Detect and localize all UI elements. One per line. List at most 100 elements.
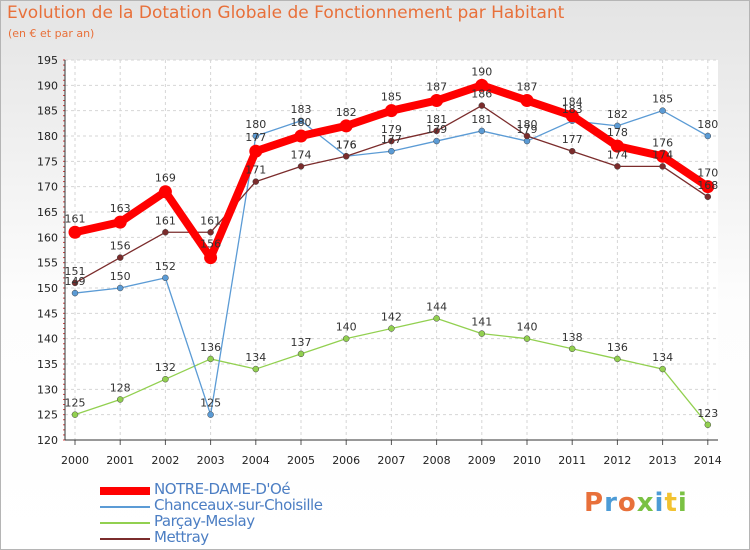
y-tick-label: 190 xyxy=(37,79,58,92)
data-point xyxy=(704,132,712,140)
data-label: 177 xyxy=(245,131,266,144)
data-label: 168 xyxy=(697,179,718,192)
y-tick-label: 160 xyxy=(37,231,58,244)
data-point xyxy=(701,180,715,194)
data-label: 156 xyxy=(200,238,221,251)
data-point xyxy=(252,178,260,185)
data-label: 128 xyxy=(110,381,131,394)
y-tick-label: 195 xyxy=(37,54,58,67)
data-point xyxy=(158,185,172,199)
y-tick-label: 135 xyxy=(37,358,58,371)
x-tick-label: 2005 xyxy=(287,454,315,467)
data-label: 186 xyxy=(471,88,492,101)
data-point xyxy=(113,215,127,229)
data-point xyxy=(475,78,489,92)
data-point xyxy=(568,147,576,155)
x-tick-label: 2012 xyxy=(603,454,631,467)
data-point xyxy=(207,355,214,363)
data-point xyxy=(704,193,712,201)
data-point xyxy=(520,94,534,108)
legend-label: NOTRE-DAME-D'Oé xyxy=(154,480,291,498)
data-point xyxy=(252,365,260,373)
data-label: 136 xyxy=(200,341,221,354)
data-label: 149 xyxy=(65,275,86,288)
data-point xyxy=(252,132,260,140)
data-point xyxy=(478,127,486,135)
data-point xyxy=(610,139,624,153)
data-label: 150 xyxy=(110,270,131,283)
data-point xyxy=(523,335,531,342)
data-label: 185 xyxy=(652,93,673,106)
data-point xyxy=(116,396,124,403)
data-point xyxy=(339,119,353,133)
data-label: 142 xyxy=(381,311,402,324)
data-label: 177 xyxy=(381,133,402,146)
data-point xyxy=(478,330,486,337)
legend-swatch xyxy=(100,506,150,508)
logo-letter: P xyxy=(584,488,605,518)
data-label: 151 xyxy=(65,265,86,278)
data-label: 125 xyxy=(200,397,221,410)
y-tick-label: 180 xyxy=(37,130,58,143)
data-label: 174 xyxy=(652,148,673,161)
data-point xyxy=(207,411,214,418)
legend-swatch xyxy=(100,522,150,524)
data-label: 190 xyxy=(471,65,492,78)
data-label: 179 xyxy=(381,123,402,136)
x-tick-label: 2014 xyxy=(694,454,722,467)
data-point xyxy=(568,345,576,353)
data-point xyxy=(659,365,666,373)
data-label: 181 xyxy=(471,113,492,126)
data-point xyxy=(388,325,395,332)
data-label: 170 xyxy=(697,167,718,180)
data-point xyxy=(297,117,305,125)
data-point xyxy=(116,284,124,292)
data-label: 134 xyxy=(245,351,266,364)
x-tick-label: 2000 xyxy=(61,454,89,467)
data-point xyxy=(388,147,395,155)
data-point xyxy=(162,274,169,282)
data-label: 187 xyxy=(426,81,447,94)
data-label: 174 xyxy=(607,148,628,161)
data-point xyxy=(68,225,82,239)
legend-label: Parçay-Meslay xyxy=(154,512,255,530)
data-point xyxy=(71,289,79,297)
data-label: 137 xyxy=(291,336,312,349)
y-tick-label: 175 xyxy=(37,155,58,168)
proxiti-logo: Proxiti xyxy=(584,488,688,518)
data-point xyxy=(704,421,712,429)
data-point xyxy=(614,163,621,170)
data-label: 179 xyxy=(426,123,447,136)
y-tick-label: 145 xyxy=(37,307,58,320)
data-label: 134 xyxy=(652,351,673,364)
data-point xyxy=(430,94,444,108)
data-label: 180 xyxy=(697,118,718,131)
data-point xyxy=(433,127,440,135)
data-point xyxy=(342,153,350,160)
x-tick-label: 2002 xyxy=(151,454,179,467)
x-tick-label: 2011 xyxy=(558,454,586,467)
legend-swatch xyxy=(100,487,150,495)
data-label: 140 xyxy=(517,321,538,334)
data-point xyxy=(565,109,579,123)
legend-swatch xyxy=(100,538,150,540)
data-label: 132 xyxy=(155,361,176,374)
data-label: 176 xyxy=(336,138,357,151)
data-point xyxy=(478,102,486,109)
x-tick-label: 2010 xyxy=(513,454,541,467)
logo-letter: i xyxy=(677,488,688,518)
logo-letter: x xyxy=(636,488,655,518)
legend-label: Mettray xyxy=(154,528,209,546)
y-tick-label: 140 xyxy=(37,333,58,346)
x-tick-label: 2003 xyxy=(197,454,225,467)
y-tick-label: 165 xyxy=(37,206,58,219)
x-tick-label: 2008 xyxy=(423,454,451,467)
data-label: 182 xyxy=(607,108,628,121)
x-tick-label: 2007 xyxy=(377,454,405,467)
chart-subtitle: (en € et par an) xyxy=(8,27,95,40)
data-point xyxy=(294,129,308,143)
y-tick-label: 125 xyxy=(37,409,58,422)
x-tick-label: 2006 xyxy=(332,454,360,467)
data-label: 163 xyxy=(110,202,131,215)
